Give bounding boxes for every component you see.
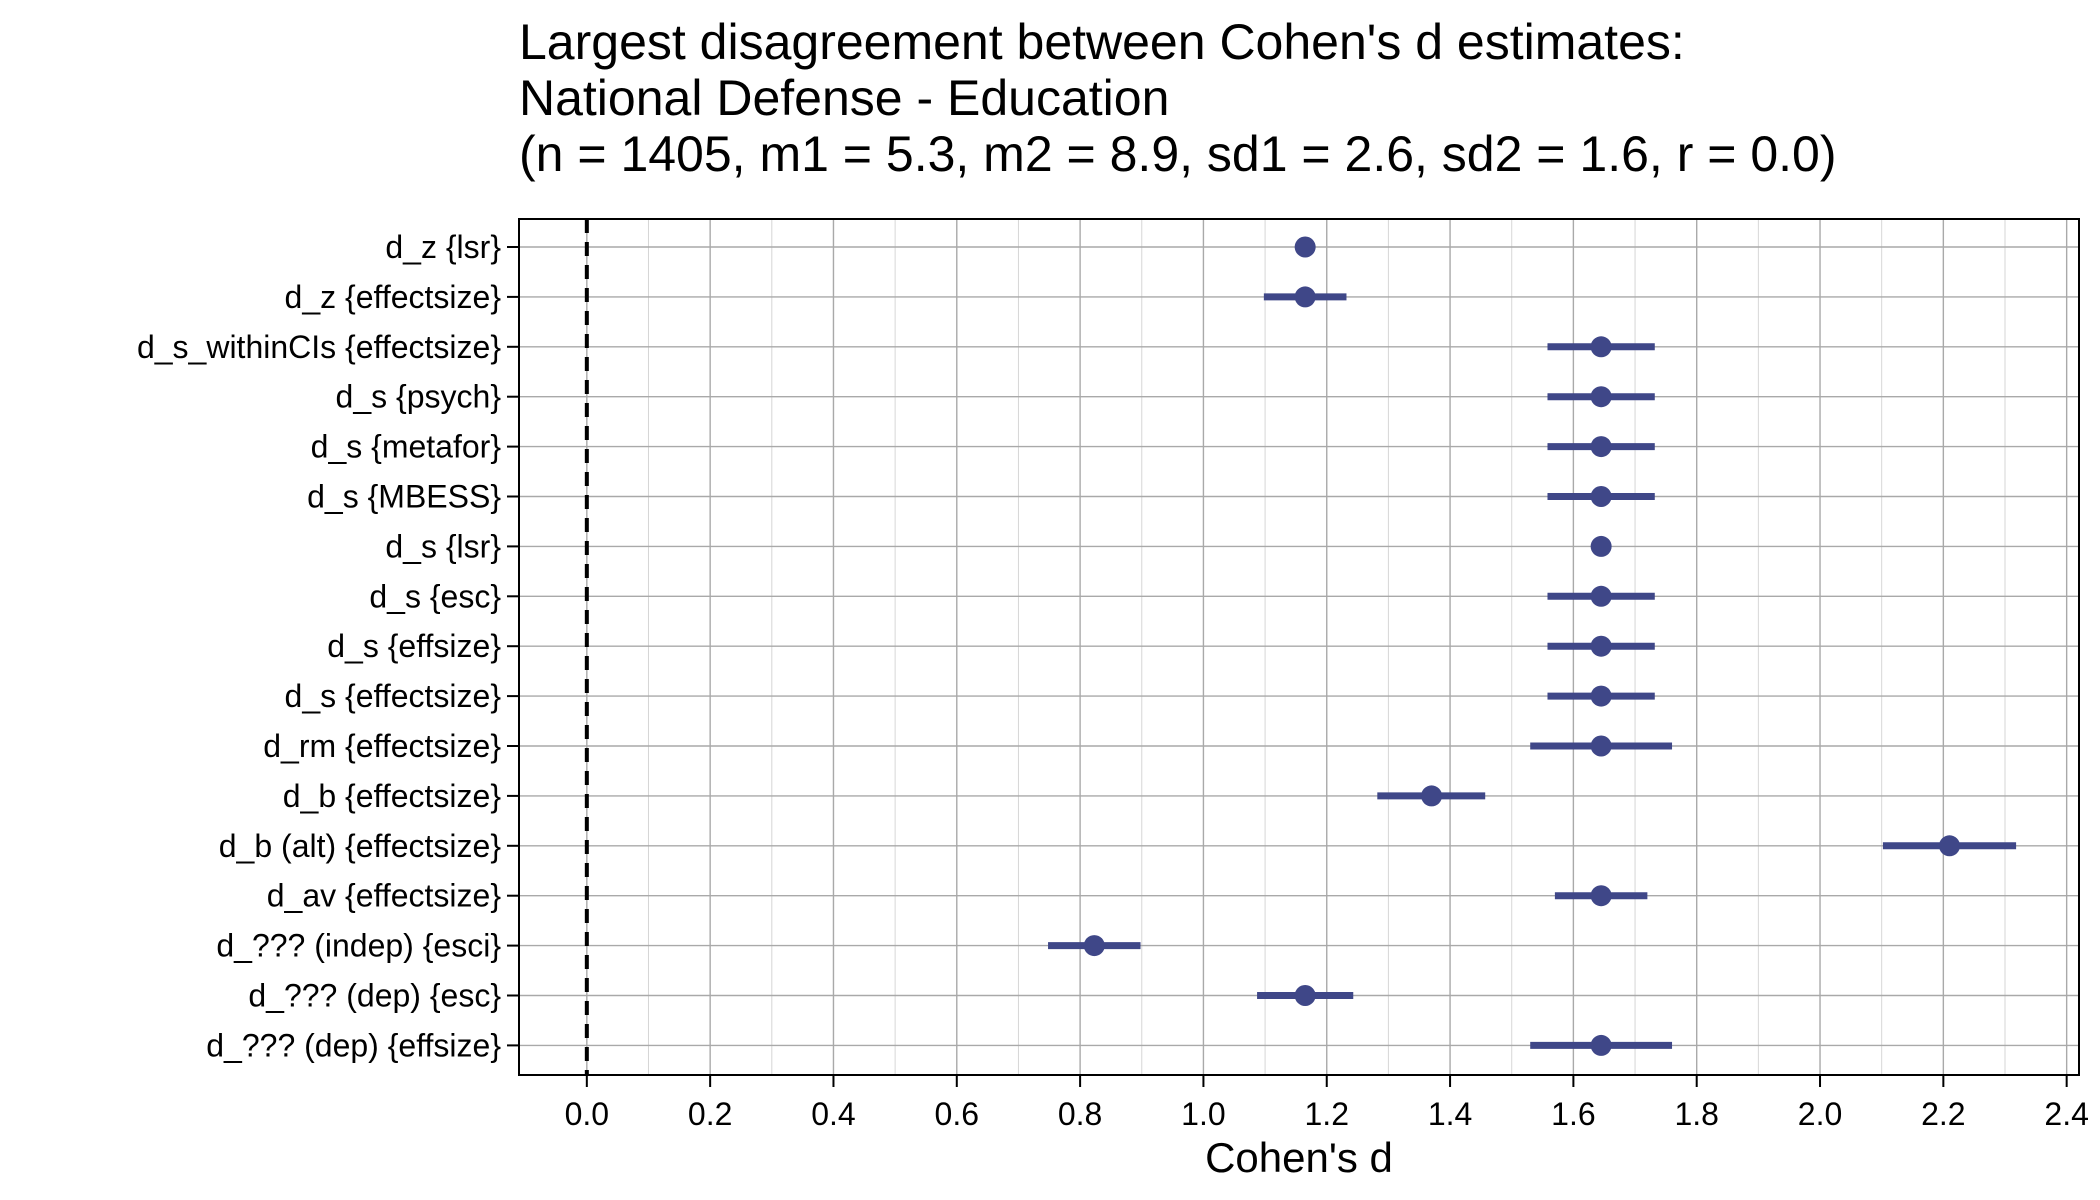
row-label: d_s {effsize} <box>327 628 501 664</box>
estimate-point <box>1083 935 1105 957</box>
estimate-point <box>1590 685 1612 707</box>
x-tick-label: 0.6 <box>935 1096 979 1132</box>
chart-title-line: (n = 1405, m1 = 5.3, m2 = 8.9, sd1 = 2.6… <box>519 126 1837 182</box>
estimate-point <box>1590 585 1612 607</box>
x-axis-ticks: 0.0 0.2 0.4 0.6 0.8 1.0 1.2 1.4 1.6 1.8 2.0 2.2 2.4 <box>565 1075 2089 1132</box>
estimate-point <box>1590 535 1612 557</box>
x-tick-label: 1.0 <box>1181 1096 1225 1132</box>
row-label: d_z {lsr} <box>385 229 501 265</box>
row-label: d_s {MBESS} <box>307 479 501 515</box>
x-tick-label: 1.4 <box>1428 1096 1472 1132</box>
chart-title: Largest disagreement between Cohen's d e… <box>519 14 1836 182</box>
estimate-point <box>1590 336 1612 358</box>
x-tick-label: 2.0 <box>1798 1096 1842 1132</box>
gridlines <box>519 219 2079 1075</box>
x-tick-label: 1.8 <box>1674 1096 1718 1132</box>
estimate-point <box>1590 735 1612 757</box>
row-label: d_b {effectsize} <box>283 778 502 814</box>
row-label: d_??? (indep) {esci} <box>216 928 501 964</box>
estimate-point <box>1421 785 1443 807</box>
x-axis-title: Cohen's d <box>1205 1134 1393 1181</box>
chart-title-line: Largest disagreement between Cohen's d e… <box>519 14 1685 70</box>
row-label: d_s {psych} <box>336 379 502 415</box>
chart-title-line: National Defense - Education <box>519 70 1170 126</box>
row-label: d_??? (dep) {effsize} <box>206 1027 501 1063</box>
estimate-point <box>1939 835 1961 857</box>
row-label: d_s {esc} <box>369 578 501 614</box>
x-tick-label: 0.8 <box>1058 1096 1102 1132</box>
row-label: d_z {effectsize} <box>285 279 502 315</box>
row-label: d_rm {effectsize} <box>263 728 501 764</box>
x-tick-label: 1.2 <box>1305 1096 1349 1132</box>
row-label: d_s {lsr} <box>385 528 501 564</box>
x-tick-label: 0.0 <box>565 1096 609 1132</box>
estimate-point <box>1590 436 1612 458</box>
row-label: d_s_withinCIs {effectsize} <box>137 329 501 365</box>
estimate-point <box>1294 236 1316 258</box>
estimate-point <box>1590 386 1612 408</box>
x-tick-label: 1.6 <box>1551 1096 1595 1132</box>
plot-background <box>519 219 2079 1075</box>
estimate-marks <box>1048 236 2017 1056</box>
x-tick-label: 0.2 <box>688 1096 732 1132</box>
estimate-point <box>1294 985 1316 1006</box>
x-tick-label: 2.2 <box>1921 1096 1965 1132</box>
row-label: d_??? (dep) {esc} <box>248 978 501 1014</box>
x-tick-label: 0.4 <box>811 1096 855 1132</box>
estimate-point <box>1590 486 1612 507</box>
estimate-point <box>1590 635 1612 657</box>
estimate-point <box>1294 286 1316 308</box>
estimate-point <box>1590 885 1612 907</box>
row-label: d_av {effectsize} <box>267 878 502 914</box>
row-label: d_b (alt) {effectsize} <box>219 828 502 864</box>
row-label: d_s {effectsize} <box>285 678 502 714</box>
estimate-point <box>1590 1034 1612 1056</box>
x-tick-label: 2.4 <box>2044 1096 2088 1132</box>
row-label: d_s {metafor} <box>311 429 502 465</box>
y-axis-labels: d_z {lsr} d_z {effectsize} d_s_withinCIs {… <box>137 229 519 1063</box>
